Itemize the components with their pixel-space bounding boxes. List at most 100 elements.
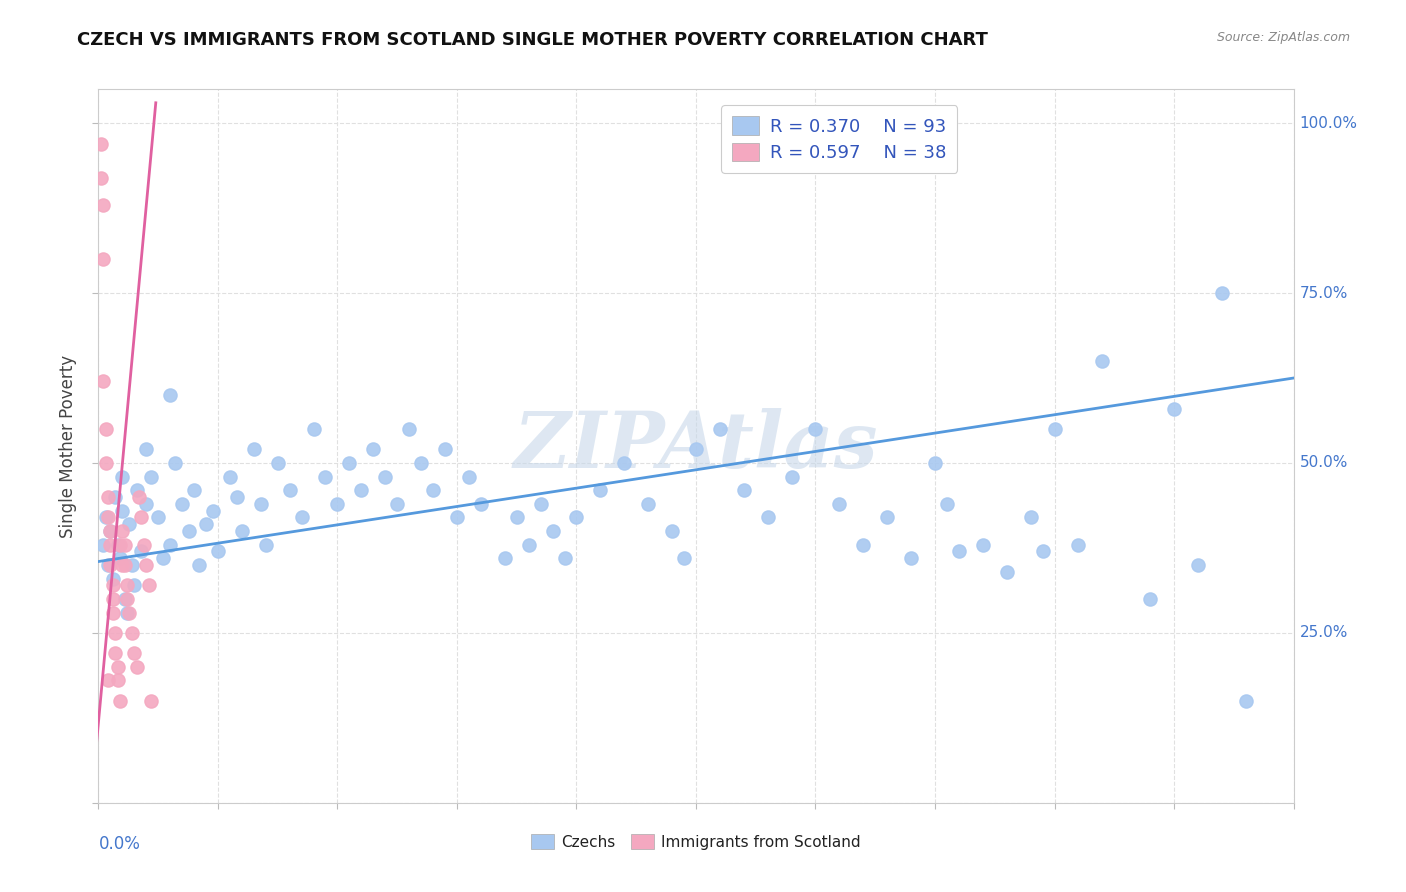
Point xyxy=(565,510,588,524)
Point xyxy=(733,483,755,498)
Point xyxy=(685,442,707,457)
Text: 25.0%: 25.0% xyxy=(1299,625,1348,640)
Point xyxy=(131,544,153,558)
Point xyxy=(326,497,349,511)
Point xyxy=(828,497,851,511)
Point xyxy=(163,456,186,470)
Point xyxy=(124,578,146,592)
Point xyxy=(111,524,134,538)
Point xyxy=(494,551,516,566)
Point xyxy=(125,483,148,498)
Point xyxy=(90,170,112,185)
Point xyxy=(159,537,181,551)
Point xyxy=(121,558,143,572)
Point xyxy=(411,456,433,470)
Point xyxy=(207,544,229,558)
Point xyxy=(91,252,114,266)
Point xyxy=(589,483,612,498)
Point xyxy=(111,503,134,517)
Point xyxy=(226,490,249,504)
Point xyxy=(139,469,162,483)
Point xyxy=(179,524,201,538)
Point xyxy=(278,483,301,498)
Point xyxy=(138,578,160,592)
Point xyxy=(128,490,150,504)
Point xyxy=(972,537,994,551)
Point xyxy=(101,578,124,592)
Point xyxy=(1019,510,1042,524)
Point xyxy=(108,551,131,566)
Point xyxy=(446,510,468,524)
Point xyxy=(115,578,138,592)
Point xyxy=(114,537,136,551)
Point xyxy=(131,510,153,524)
Point xyxy=(254,537,277,551)
Point xyxy=(315,469,337,483)
Point xyxy=(104,490,127,504)
Point xyxy=(132,537,155,551)
Point xyxy=(613,456,636,470)
Point xyxy=(139,694,162,708)
Legend: Czechs, Immigrants from Scotland: Czechs, Immigrants from Scotland xyxy=(524,828,868,855)
Point xyxy=(530,497,553,511)
Point xyxy=(121,626,143,640)
Point xyxy=(1234,694,1257,708)
Point xyxy=(900,551,922,566)
Point xyxy=(195,517,218,532)
Point xyxy=(554,551,576,566)
Point xyxy=(350,483,373,498)
Point xyxy=(91,375,114,389)
Point xyxy=(94,456,117,470)
Point xyxy=(434,442,457,457)
Point xyxy=(804,422,827,436)
Point xyxy=(101,606,124,620)
Point xyxy=(187,558,209,572)
Text: CZECH VS IMMIGRANTS FROM SCOTLAND SINGLE MOTHER POVERTY CORRELATION CHART: CZECH VS IMMIGRANTS FROM SCOTLAND SINGLE… xyxy=(77,31,988,49)
Point xyxy=(183,483,205,498)
Point xyxy=(111,469,134,483)
Text: 100.0%: 100.0% xyxy=(1299,116,1358,131)
Point xyxy=(339,456,361,470)
Point xyxy=(107,673,129,688)
Point xyxy=(98,558,122,572)
Point xyxy=(118,606,141,620)
Point xyxy=(101,572,124,586)
Point xyxy=(135,442,157,457)
Point xyxy=(780,469,803,483)
Point xyxy=(1032,544,1054,558)
Point xyxy=(97,490,120,504)
Point xyxy=(108,694,131,708)
Point xyxy=(541,524,564,538)
Point xyxy=(104,626,127,640)
Point xyxy=(107,537,129,551)
Point xyxy=(1043,422,1066,436)
Point xyxy=(91,537,114,551)
Point xyxy=(506,510,529,524)
Point xyxy=(90,136,112,151)
Point xyxy=(924,456,946,470)
Point xyxy=(114,558,136,572)
Point xyxy=(756,510,779,524)
Text: 75.0%: 75.0% xyxy=(1299,285,1348,301)
Point xyxy=(291,510,314,524)
Point xyxy=(267,456,290,470)
Point xyxy=(709,422,731,436)
Point xyxy=(422,483,444,498)
Point xyxy=(219,469,242,483)
Point xyxy=(135,558,157,572)
Point xyxy=(115,606,138,620)
Point xyxy=(114,591,136,606)
Point xyxy=(98,524,122,538)
Point xyxy=(995,565,1018,579)
Text: Source: ZipAtlas.com: Source: ZipAtlas.com xyxy=(1216,31,1350,45)
Point xyxy=(458,469,481,483)
Point xyxy=(172,497,194,511)
Point xyxy=(115,591,138,606)
Point xyxy=(152,551,174,566)
Point xyxy=(948,544,970,558)
Point xyxy=(101,591,124,606)
Point xyxy=(107,660,129,674)
Point xyxy=(637,497,659,511)
Point xyxy=(661,524,683,538)
Point xyxy=(673,551,696,566)
